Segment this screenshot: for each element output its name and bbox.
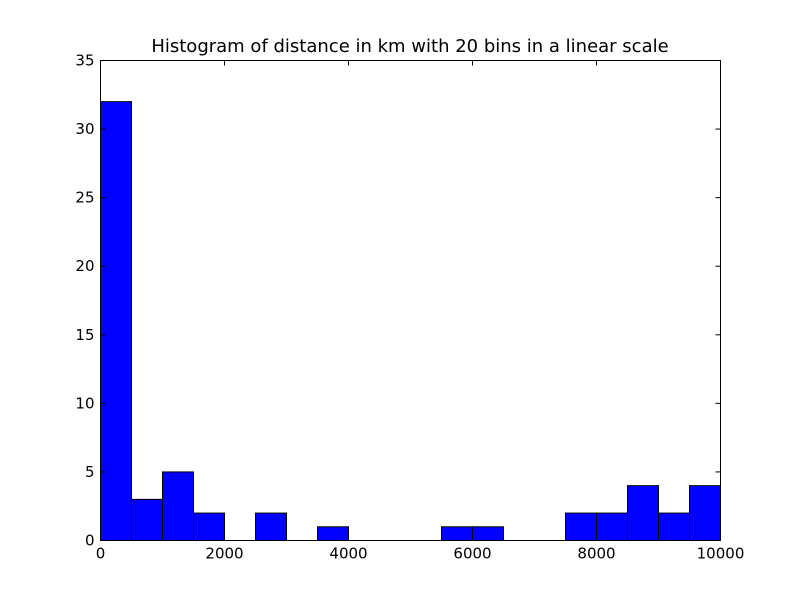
y-tick-label: 25 [75, 189, 94, 207]
tick-labels-group: 0 2000 4000 6000 8000 10000 0 5 10 15 20 25 30 35 [75, 52, 744, 563]
y-tick-label: 15 [75, 326, 94, 344]
histogram-bar [131, 498, 163, 542]
histogram-bar [255, 512, 287, 541]
x-tick-label: 10000 [697, 545, 745, 563]
x-tick-label: 8000 [577, 545, 615, 563]
y-tick-label: 0 [85, 532, 95, 550]
bars-group [100, 101, 721, 542]
histogram-bar [627, 485, 659, 541]
y-tick-label: 30 [75, 120, 94, 138]
x-tick-label: 2000 [205, 545, 243, 563]
x-tick-label: 4000 [329, 545, 367, 563]
chart-title: Histogram of distance in km with 20 bins… [151, 36, 669, 57]
histogram-bar [193, 512, 225, 541]
histogram-bar [472, 526, 504, 541]
y-tick-label: 5 [85, 463, 95, 481]
y-tick-label: 20 [75, 257, 94, 275]
y-tick-label: 10 [75, 394, 94, 412]
histogram-bar [596, 512, 628, 541]
axes-frame [100, 60, 721, 541]
ticks-group [100, 60, 721, 541]
x-tick-label: 6000 [453, 545, 491, 563]
x-tick-label: 0 [96, 545, 106, 563]
y-tick-label: 35 [75, 52, 94, 70]
histogram-bar [317, 526, 349, 541]
histogram-bar [100, 101, 132, 542]
histogram-bar [162, 471, 194, 541]
histogram-bar [658, 512, 690, 541]
histogram-bar [689, 485, 721, 541]
histogram-bar [441, 526, 473, 541]
histogram-bar [565, 512, 597, 541]
